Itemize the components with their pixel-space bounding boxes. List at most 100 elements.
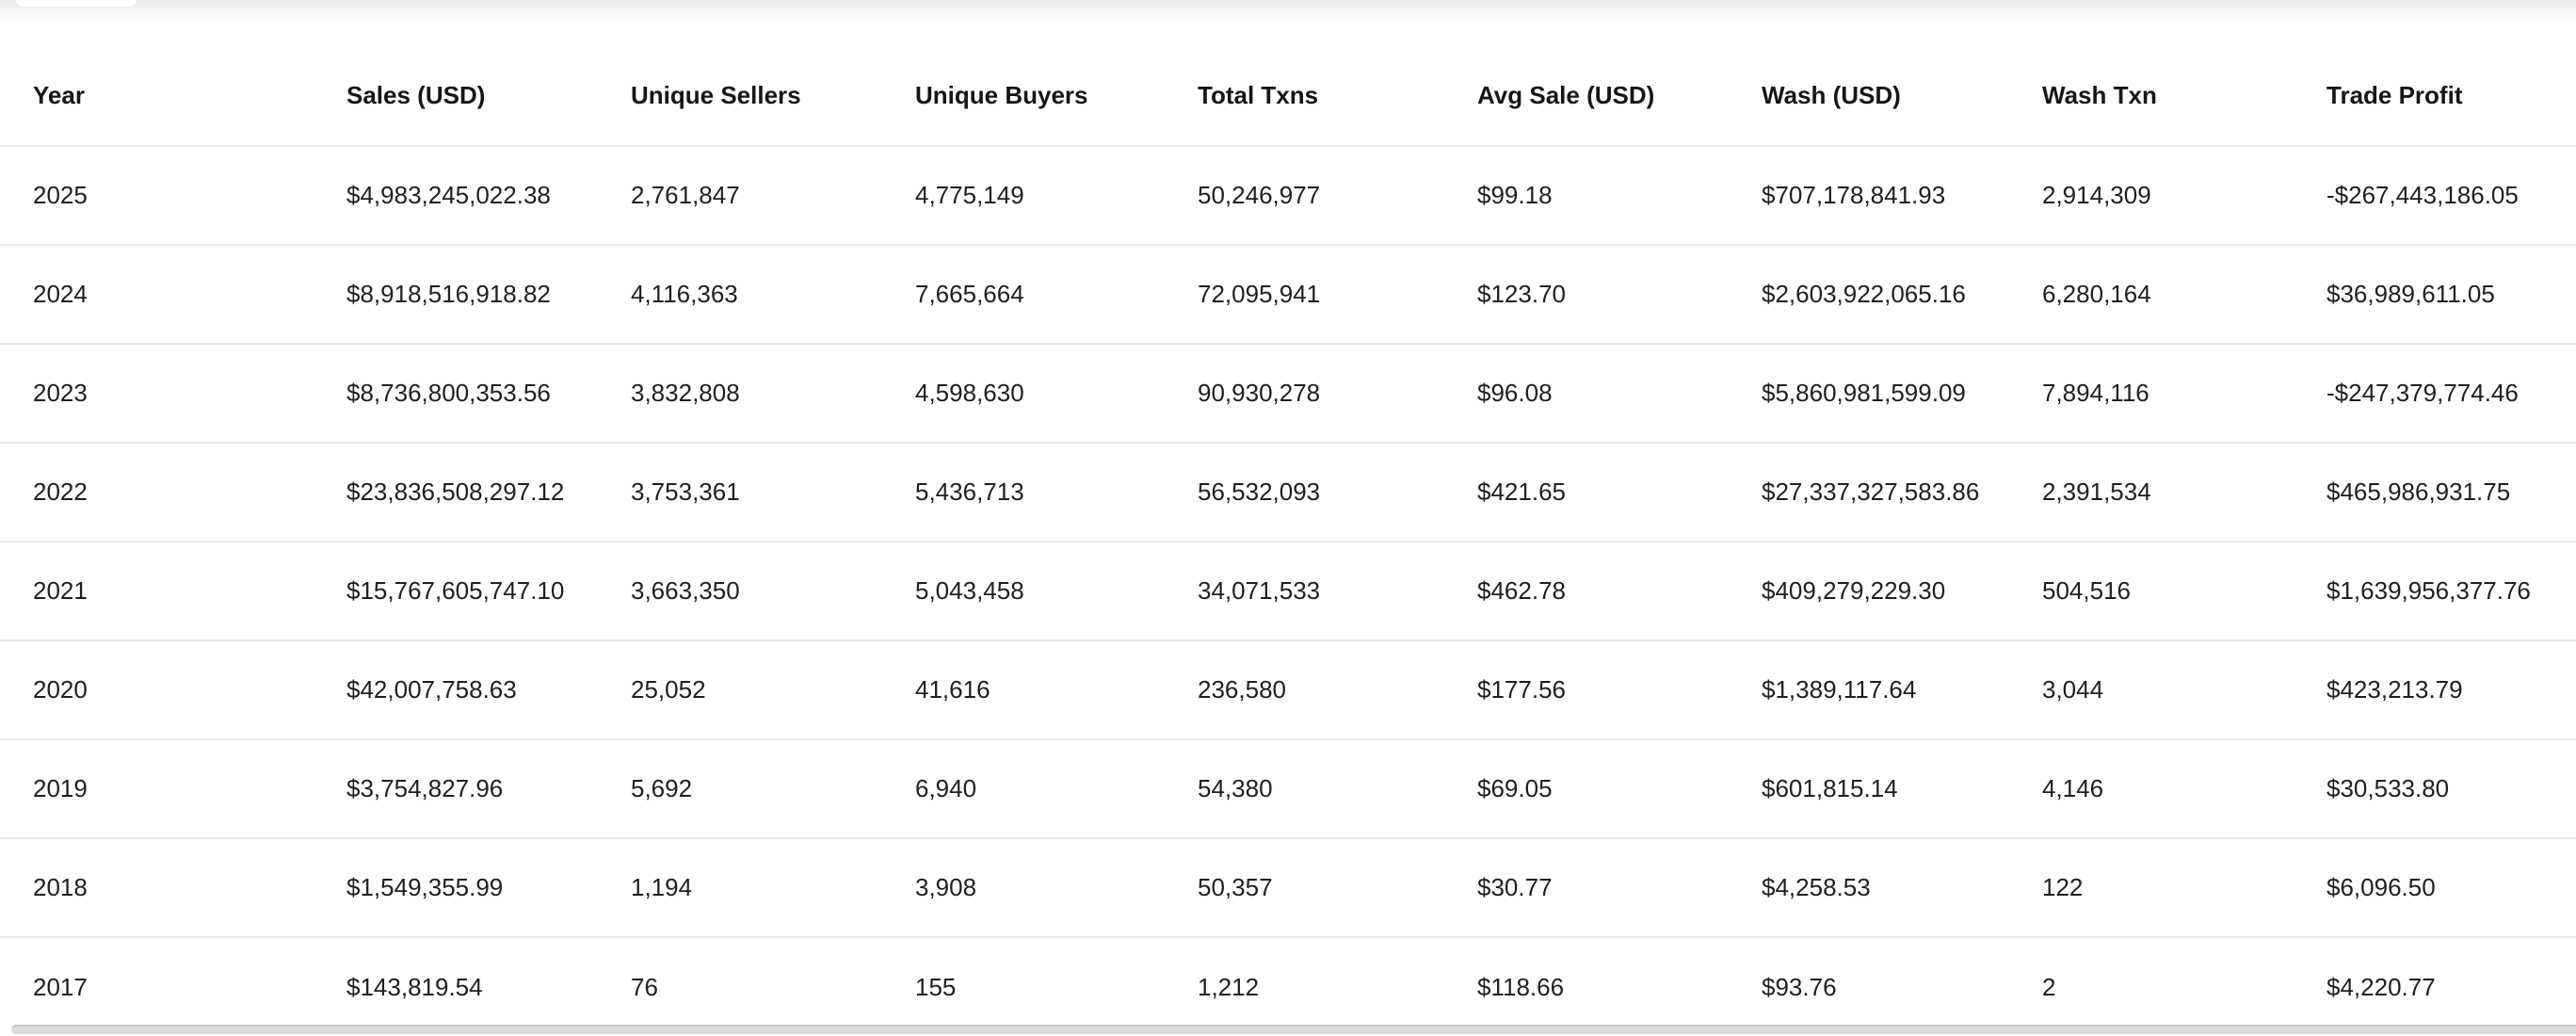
cell-total-txns: 90,930,278 [1165,344,1444,444]
cell-avg-sale-usd: $421.65 [1444,443,1729,542]
col-header-unique-buyers: Unique Buyers [882,0,1165,147]
table-row: 2022 $23,836,508,297.12 3,753,361 5,436,713… [0,443,2576,542]
cell-avg-sale-usd: $99.18 [1444,146,1729,246]
cell-sales-usd: $8,918,516,918.82 [314,245,598,345]
cell-total-txns: 56,532,093 [1165,443,1444,542]
cell-avg-sale-usd: $123.70 [1444,245,1729,345]
cell-unique-buyers: 155 [915,972,957,1001]
cell-trade-profit: $30,533.80 [2294,739,2576,839]
cell-avg-sale-usd: $30.77 [1444,838,1729,938]
cell-trade-profit: $465,986,931.75 [2294,443,2576,542]
cell-year: 2018 [0,838,314,938]
cell-year: 2023 [0,344,314,444]
cell-avg-sale-usd: $69.05 [1444,739,1729,839]
table-row: 2021 $15,767,605,747.10 3,663,350 5,043,458… [0,542,2576,641]
cell-wash-txn: 2,391,534 [2009,443,2294,542]
cell-sales-usd: $4,983,245,022.38 [314,146,598,246]
cell-sales-usd: $8,736,800,353.56 [314,344,598,444]
table-row: 2018 $1,549,355.99 1,194 3,908 50,357 $30.77 $… [0,838,2576,938]
cell-wash-usd: $707,178,841.93 [1729,146,2009,246]
cell-unique-sellers: 2,761,847 [598,146,882,246]
cell-trade-profit: $423,213.79 [2294,640,2576,740]
cell-wash-txn: 2,914,309 [2009,146,2294,246]
col-header-year: Year [0,0,314,147]
cell-avg-sale-usd: $118.66 [1477,972,1565,1001]
cell-sales-usd: $3,754,827.96 [314,739,598,839]
col-header-avg-sale-usd: Avg Sale (USD) [1444,0,1729,147]
cell-wash-usd: $409,279,229.30 [1729,542,2009,641]
cell-sales-usd: $23,836,508,297.12 [314,443,598,542]
cell-unique-buyers: 4,598,630 [882,344,1165,444]
col-header-total-txns: Total Txns [1165,0,1444,147]
cell-wash-txn: 6,280,164 [2009,245,2294,345]
table-row: 2020 $42,007,758.63 25,052 41,616 236,580 $17… [0,640,2576,740]
col-header-sales-usd: Sales (USD) [314,0,598,147]
cell-wash-usd: $27,337,327,583.86 [1729,443,2009,542]
cell-unique-sellers: 1,194 [598,838,882,938]
cell-unique-buyers: 5,436,713 [882,443,1165,542]
cell-wash-txn: 2 [2042,972,2056,1001]
cell-year: 2024 [0,245,314,345]
cell-avg-sale-usd: $177.56 [1444,640,1729,740]
cell-sales-usd: $1,549,355.99 [314,838,598,938]
horizontal-scrollbar[interactable] [11,1025,2576,1034]
cell-unique-sellers: 3,832,808 [598,344,882,444]
cell-unique-buyers: 7,665,664 [882,245,1165,345]
cell-total-txns: 72,095,941 [1165,245,1444,345]
cell-total-txns: 54,380 [1165,739,1444,839]
cell-wash-txn: 4,146 [2009,739,2294,839]
cell-year: 2025 [0,146,314,246]
cell-unique-sellers: 5,692 [598,739,882,839]
cell-sales-usd: $15,767,605,747.10 [314,542,598,641]
cell-total-txns: 50,357 [1165,838,1444,938]
cell-trade-profit: $1,639,956,377.76 [2294,542,2576,641]
cell-trade-profit: $6,096.50 [2294,838,2576,938]
cell-wash-usd: $601,815.14 [1729,739,2009,839]
cell-wash-txn: 122 [2009,838,2294,938]
cell-unique-buyers: 41,616 [882,640,1165,740]
cell-year: 2017 [33,972,88,1001]
cell-unique-sellers: 4,116,363 [598,245,882,345]
cell-wash-usd: $1,389,117.64 [1729,640,2009,740]
cell-trade-profit: -$267,443,186.05 [2294,146,2576,246]
table-row: 2023 $8,736,800,353.56 3,832,808 4,598,630 9… [0,344,2576,444]
table-row: 2017 $143,819.54 76 155 1,212 $118.66 $93.76 2 $… [0,937,2576,1036]
cell-avg-sale-usd: $462.78 [1444,542,1729,641]
table-header-row: Year Sales (USD) Unique Sellers Unique B… [0,0,2576,147]
cell-year: 2022 [0,443,314,542]
cell-wash-usd: $4,258.53 [1729,838,2009,938]
table-row: 2019 $3,754,827.96 5,692 6,940 54,380 $69.05 $… [0,739,2576,839]
cell-year: 2021 [0,542,314,641]
table-row: 2024 $8,918,516,918.82 4,116,363 7,665,664 7… [0,245,2576,345]
cell-year: 2019 [0,739,314,839]
cell-unique-buyers: 6,940 [882,739,1165,839]
table-body: 2025 $4,983,245,022.38 2,761,847 4,775,149 5… [0,146,2576,1036]
cell-total-txns: 1,212 [1198,972,1260,1001]
cell-unique-sellers: 3,663,350 [598,542,882,641]
cell-year: 2020 [0,640,314,740]
cell-unique-sellers: 3,753,361 [598,443,882,542]
cell-wash-usd: $5,860,981,599.09 [1729,344,2009,444]
cell-wash-usd: $2,603,922,065.16 [1729,245,2009,345]
cell-total-txns: 236,580 [1165,640,1444,740]
cell-unique-buyers: 4,775,149 [882,146,1165,246]
cell-sales-usd: $143,819.54 [346,972,483,1001]
cell-total-txns: 50,246,977 [1165,146,1444,246]
cell-unique-buyers: 5,043,458 [882,542,1165,641]
cell-unique-buyers: 3,908 [882,838,1165,938]
cell-trade-profit: $36,989,611.05 [2294,245,2576,345]
cell-trade-profit: $4,220.77 [2326,972,2436,1001]
cell-avg-sale-usd: $96.08 [1444,344,1729,444]
cell-wash-txn: 3,044 [2009,640,2294,740]
cell-wash-txn: 504,516 [2009,542,2294,641]
col-header-wash-txn: Wash Txn [2009,0,2294,147]
cell-sales-usd: $42,007,758.63 [314,640,598,740]
col-header-wash-usd: Wash (USD) [1729,0,2009,147]
col-header-trade-profit: Trade Profit [2294,0,2576,147]
cell-wash-usd: $93.76 [1762,972,1837,1001]
cell-unique-sellers: 25,052 [598,640,882,740]
col-header-unique-sellers: Unique Sellers [598,0,882,147]
table-row: 2025 $4,983,245,022.38 2,761,847 4,775,149 5… [0,146,2576,246]
cell-unique-sellers: 76 [631,972,658,1001]
